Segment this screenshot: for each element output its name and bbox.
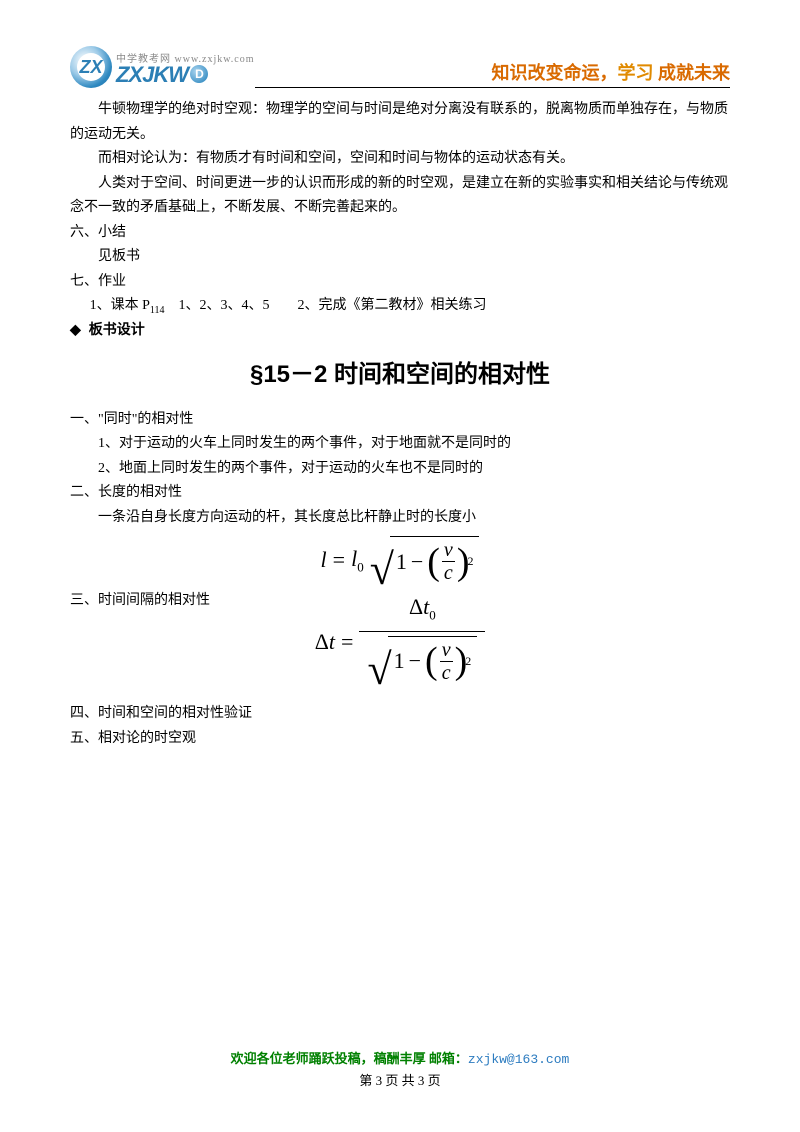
sqrt-icon: √ 1 − ( v c ) 2 bbox=[367, 636, 477, 683]
outline-item: 一、"同时"的相对性 bbox=[70, 408, 730, 433]
logo-icon: ZX bbox=[70, 46, 112, 88]
paragraph: 而相对论认为：有物质才有时间和空间，空间和时间与物体的运动状态有关。 bbox=[70, 147, 730, 172]
logo: ZX 中学教考网 www.zxjkw.com ZXJKWD bbox=[70, 46, 255, 88]
header-right: 知识改变命运，学习 成就未来 bbox=[255, 59, 730, 88]
outline-subitem: 1、对于运动的火车上同时发生的两个事件，对于地面就不是同时的 bbox=[70, 432, 730, 457]
logo-text-block: 中学教考网 www.zxjkw.com ZXJKWD bbox=[116, 50, 255, 85]
outline-item: 五、相对论的时空观 bbox=[70, 727, 730, 752]
page-header: ZX 中学教考网 www.zxjkw.com ZXJKWD 知识改变命运，学习 … bbox=[70, 38, 730, 88]
logo-zx-text: ZX bbox=[77, 53, 105, 81]
footer-contact: 欢迎各位老师踊跃投稿，稿酬丰厚 邮箱：zxjkw@163.com bbox=[0, 1049, 800, 1071]
header-rule bbox=[255, 87, 730, 88]
paragraph: 见板书 bbox=[70, 245, 730, 270]
paragraph: 牛顿物理学的绝对时空观：物理学的空间与时间是绝对分离没有联系的，脱离物质而单独存… bbox=[70, 98, 730, 147]
sqrt-icon: √ 1 − ( v c ) 2 bbox=[370, 536, 480, 583]
outline-item: 二、长度的相对性 bbox=[70, 481, 730, 506]
outline-item: 四、时间和空间的相对性验证 bbox=[70, 702, 730, 727]
outline-subitem: 一条沿自身长度方向运动的杆，其长度总比杆静止时的长度小 bbox=[70, 506, 730, 531]
lesson-title: §15－2 时间和空间的相对性 bbox=[70, 354, 730, 396]
board-design-heading: ◆ 板书设计 bbox=[70, 319, 730, 344]
section-heading: 七、作业 bbox=[70, 270, 730, 295]
document-content: 牛顿物理学的绝对时空观：物理学的空间与时间是绝对分离没有联系的，脱离物质而单独存… bbox=[70, 98, 730, 751]
slogan: 知识改变命运，学习 成就未来 bbox=[255, 59, 730, 85]
section-heading: 六、小结 bbox=[70, 221, 730, 246]
outline-subitem: 2、地面上同时发生的两个事件，对于运动的火车也不是同时的 bbox=[70, 457, 730, 482]
page-footer: 欢迎各位老师踊跃投稿，稿酬丰厚 邮箱：zxjkw@163.com 第 3 页 共… bbox=[0, 1049, 800, 1092]
page-number: 第 3 页 共 3 页 bbox=[0, 1071, 800, 1092]
logo-brand: ZXJKWD bbox=[116, 65, 255, 85]
diamond-icon: ◆ bbox=[70, 319, 81, 344]
slogan-part2: 学习 bbox=[618, 63, 654, 83]
slogan-part1: 知识改变命运， bbox=[492, 63, 618, 83]
length-contraction-formula: l = l0 √ 1 − ( v c ) 2 bbox=[70, 536, 730, 583]
logo-d-icon: D bbox=[190, 65, 208, 83]
paragraph: 人类对于空间、时间更进一步的认识而形成的新的时空观，是建立在新的实验事实和相关结… bbox=[70, 172, 730, 221]
paragraph: 1、课本 P114 1、2、3、4、5 2、完成《第二教材》相关练习 bbox=[70, 294, 730, 319]
slogan-part3: 成就未来 bbox=[654, 63, 731, 83]
